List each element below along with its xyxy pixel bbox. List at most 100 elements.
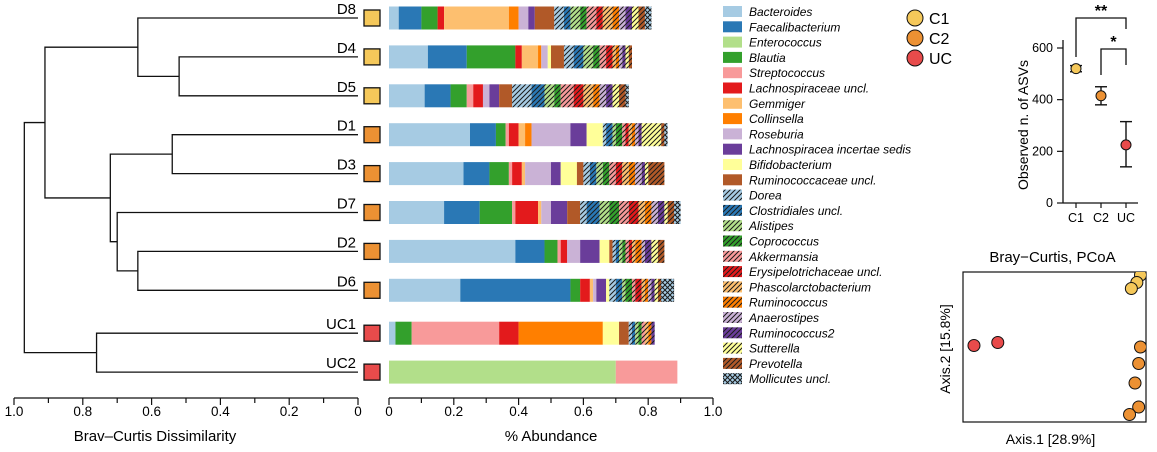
bar-segment [632, 278, 636, 302]
bar-segment [531, 84, 545, 108]
legend-swatch [723, 235, 742, 247]
pcoa-title: Bray−Curtis, PCoA [989, 249, 1115, 266]
bar-segment [389, 84, 425, 108]
legend-label: Sutterella [749, 342, 800, 356]
bar-segment [463, 162, 490, 186]
bar-tick-label: 0.8 [639, 404, 658, 419]
bar-segment [615, 239, 620, 263]
bar-segment [580, 201, 587, 224]
bar-segment [667, 201, 675, 224]
bar-segment [427, 45, 467, 69]
asv-x-tick-label: C2 [1093, 211, 1109, 225]
bar-segment [395, 321, 412, 345]
legend-label: Prevotella [749, 357, 803, 371]
bar-segment [635, 162, 642, 186]
bar-segment [505, 123, 509, 147]
pcoa-y-label: Axis.2 [15.8%] [937, 304, 953, 394]
bar-segment [609, 239, 613, 263]
asv-mean-point [1070, 63, 1082, 75]
bar-segment [622, 278, 626, 302]
bar-segment [389, 162, 464, 186]
legend-swatch [723, 327, 742, 339]
bar-segment [541, 201, 551, 224]
bar-segment [554, 84, 561, 108]
legend-swatch [723, 128, 742, 140]
bar-segment [544, 239, 558, 263]
bar-segment [625, 239, 629, 263]
leaf-group-marker [363, 203, 381, 222]
bar-segment [450, 84, 467, 108]
bar-segment [661, 278, 675, 302]
bar-segment [499, 84, 513, 108]
bar-segment [622, 123, 626, 147]
bar-segment [389, 239, 516, 263]
legend-label: Blautia [749, 51, 786, 65]
legend-swatch [723, 143, 742, 155]
bar-segment [644, 321, 649, 345]
bar-segment [625, 278, 632, 302]
bar-tick-label: 0.6 [574, 404, 593, 419]
bar-segment [470, 123, 496, 147]
bar-segment [619, 239, 623, 263]
bar-segment [641, 278, 645, 302]
leaf-group-marker [363, 242, 381, 261]
bar-segment [518, 123, 526, 147]
bar-segment [580, 6, 587, 30]
bar-segment [389, 123, 470, 147]
bar-segment [551, 201, 568, 224]
dendrogram-x-label: Brav–Curtis Dissimilarity [74, 428, 237, 445]
bar-segment [570, 6, 581, 30]
bar-segment [638, 123, 642, 147]
legend-swatch [723, 67, 742, 79]
bar-segment [644, 201, 652, 224]
leaf-group-marker [363, 9, 381, 27]
legend-swatch [723, 6, 742, 17]
bar-segment [389, 278, 461, 302]
bar-segment [551, 162, 561, 186]
bar-segment [424, 84, 451, 108]
bar-segment [609, 278, 616, 302]
dendrogram-leaf-label: D1 [337, 118, 356, 135]
bar-segment [625, 84, 629, 108]
bar-segment [515, 239, 545, 263]
pcoa-point [1132, 357, 1146, 370]
bar-segment [622, 162, 629, 186]
bar-segment [644, 6, 652, 30]
significance-label: * [1110, 34, 1117, 51]
dendrogram-tick-label: 1.0 [5, 404, 24, 419]
bar-segment [596, 6, 603, 30]
bar-tick-label: 1.0 [704, 404, 723, 419]
dendrogram-leaf-label: D6 [337, 273, 356, 290]
bar-segment [641, 239, 645, 263]
bar-segment [398, 6, 422, 30]
legend-label: Akkermansia [748, 250, 819, 264]
dendrogram-tick-label: 0 [354, 404, 362, 419]
bar-segment [638, 6, 645, 30]
bar-segment [628, 162, 636, 186]
pcoa-point [1124, 282, 1138, 295]
bar-segment [651, 321, 655, 345]
asv-y-tick-label: 200 [1032, 144, 1053, 158]
legend-label: Lachnospiraceae uncl. [749, 82, 869, 96]
bar-segment [495, 123, 506, 147]
bar-segment [580, 278, 590, 302]
bar-segment [612, 239, 616, 263]
bar-segment [664, 123, 668, 147]
legend-swatch [723, 113, 742, 125]
bar-tick-label: 0.2 [444, 404, 463, 419]
dendrogram-tick-label: 0.6 [142, 404, 161, 419]
bar-segment [648, 278, 652, 302]
legend-swatch [723, 159, 742, 170]
legend-swatch [723, 266, 742, 278]
legend-label: Ruminococcus2 [749, 326, 835, 340]
dendrogram-tick-label: 0.8 [73, 404, 92, 419]
bar-segment [632, 6, 639, 30]
legend-swatch [723, 373, 742, 385]
bar-segment [563, 6, 571, 30]
bar-segment [619, 321, 629, 345]
bar-segment [421, 6, 438, 30]
bar-segment [586, 201, 600, 224]
bar-segment [628, 45, 632, 69]
legend-label: Roseburia [749, 127, 804, 141]
bar-segment [622, 45, 626, 69]
